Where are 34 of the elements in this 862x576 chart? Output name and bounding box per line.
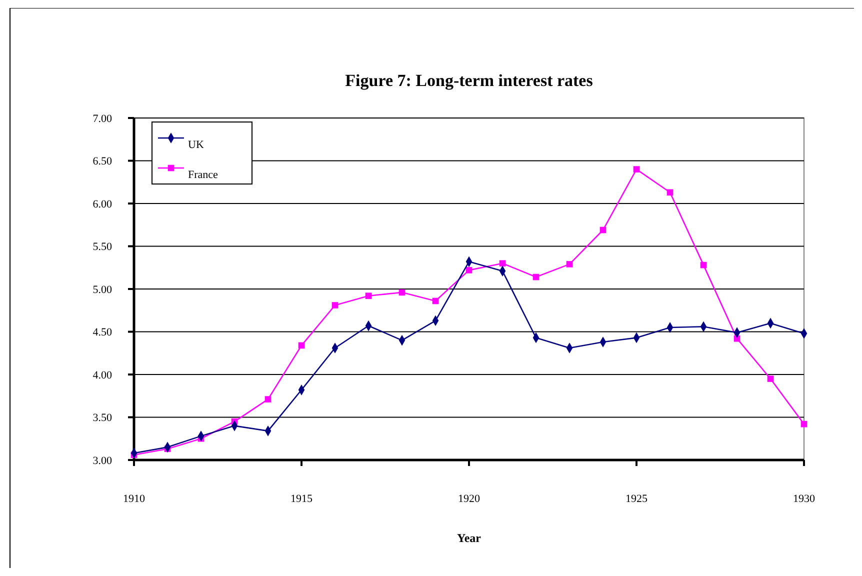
legend-label: UK — [188, 139, 204, 151]
x-axis-title: Year — [457, 531, 482, 545]
point — [298, 342, 305, 349]
point — [365, 292, 372, 300]
point — [532, 274, 540, 280]
point — [566, 261, 573, 268]
point — [767, 376, 774, 382]
y-tick-label: 5.00 — [92, 284, 112, 296]
point — [466, 267, 472, 274]
y-tick-label: 3.00 — [92, 454, 112, 467]
point — [666, 189, 674, 196]
y-tick-label: 5.50 — [92, 241, 112, 254]
point — [398, 289, 406, 296]
chart-title: Figure 7: Long-term interest rates — [345, 71, 594, 90]
y-tick-label: 4.00 — [92, 369, 112, 382]
x-tick-label: 1915 — [290, 493, 313, 505]
x-tick-label: 1920 — [458, 493, 480, 505]
x-tick-label: 1930 — [793, 493, 816, 505]
point — [600, 226, 606, 234]
point — [332, 302, 338, 308]
point — [633, 166, 640, 172]
y-tick-label: 7.00 — [92, 112, 112, 125]
point — [499, 260, 506, 267]
x-tick-label: 1910 — [123, 493, 146, 505]
point — [264, 396, 272, 402]
y-tick-label: 4.50 — [92, 326, 112, 339]
y-tick-label: 6.00 — [92, 198, 112, 210]
point — [432, 298, 439, 304]
legend-label: France — [188, 169, 218, 181]
y-tick-label: 3.50 — [92, 412, 112, 424]
point — [700, 262, 707, 268]
point — [800, 420, 808, 428]
y-tick-label: 6.50 — [92, 156, 112, 168]
x-tick-label: 1925 — [626, 493, 648, 505]
